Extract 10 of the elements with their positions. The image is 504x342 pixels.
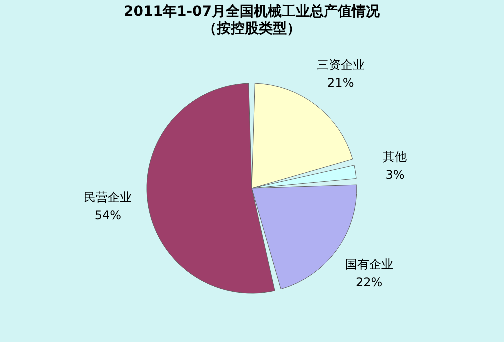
chart-title: 2011年1-07月全国机械工业总产值情况 — [124, 3, 381, 20]
data-label: 3% — [386, 168, 405, 182]
data-label: 21% — [328, 76, 354, 90]
data-label: 22% — [356, 276, 383, 290]
slice-label: 国有企业 — [345, 258, 394, 272]
slice-label: 其他 — [383, 150, 408, 164]
slice-label: 三资企业 — [316, 58, 365, 72]
slice-label: 民营企业 — [84, 190, 132, 205]
chart-subtitle: （按控股类型） — [203, 21, 301, 37]
data-label: 54% — [94, 208, 122, 223]
